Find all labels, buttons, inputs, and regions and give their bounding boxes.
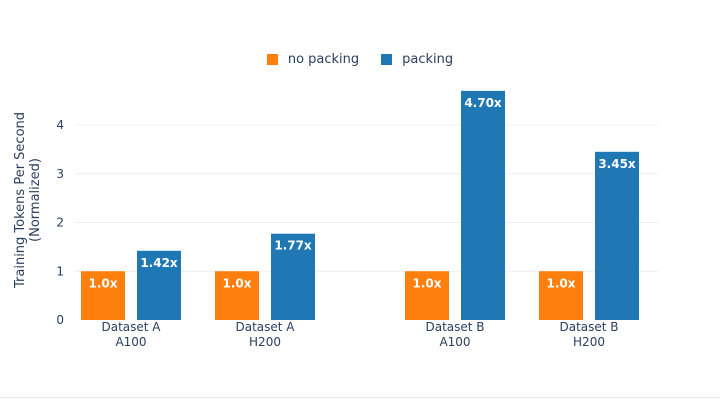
x-tick-label-line: Dataset B [559,320,618,334]
bar-no-packing[interactable] [81,271,125,320]
bar-value-label: 1.0x [413,276,442,290]
x-tick-label-line: A100 [439,335,470,349]
bar-packing[interactable] [137,250,181,320]
y-axis-title: Training Tokens Per Second(Normalized) [13,112,43,289]
bar-no-packing[interactable] [539,271,583,320]
legend-label-no-packing: no packing [287,52,360,67]
bar-value-label: 1.0x [89,276,118,290]
x-tick-label-line: Dataset B [425,320,484,334]
x-tick-label-line: H200 [249,335,281,349]
bar-value-label: 1.0x [223,276,252,290]
legend-label-packing: packing [402,52,454,67]
y-tick-label: 4 [56,118,64,132]
y-axis-title-line: (Normalized) [28,158,43,242]
legend-item-packing[interactable]: packing [381,52,453,67]
legend-swatch-packing [381,54,393,65]
bar-value-label: 1.42x [140,256,178,270]
x-tick-label-line: H200 [573,335,605,349]
x-tick-label: Dataset B H200 [559,320,618,349]
bar-packing[interactable] [595,151,639,320]
x-tick-label: Dataset B A100 [425,320,484,349]
x-tick-label: Dataset A A100 [101,320,161,349]
y-tick-label: 3 [56,167,64,181]
y-axis-title-line: Training Tokens Per Second [13,112,28,289]
y-tick-label: 0 [56,313,64,327]
bar-value-label: 1.77x [274,239,312,253]
bar-no-packing[interactable] [215,271,259,320]
bar-packing[interactable] [461,90,505,320]
legend-item-no-packing[interactable]: no packing [266,52,360,67]
bar-no-packing[interactable] [405,271,449,320]
y-tick-label: 1 [56,264,64,278]
bar-value-label: 1.0x [547,276,576,290]
legend-swatch-no-packing [266,54,278,65]
bar-packing[interactable] [271,233,315,320]
y-tick-label: 2 [56,216,64,230]
x-tick-label-line: Dataset A [101,320,161,334]
bar-value-label: 4.70x [464,96,502,110]
x-tick-label: Dataset A H200 [235,320,295,349]
bar-value-label: 3.45x [598,157,636,171]
legend: no packing packing [0,52,720,67]
bottom-divider [0,397,720,398]
x-tick-label-line: Dataset A [235,320,295,334]
x-tick-label-line: A100 [115,335,146,349]
